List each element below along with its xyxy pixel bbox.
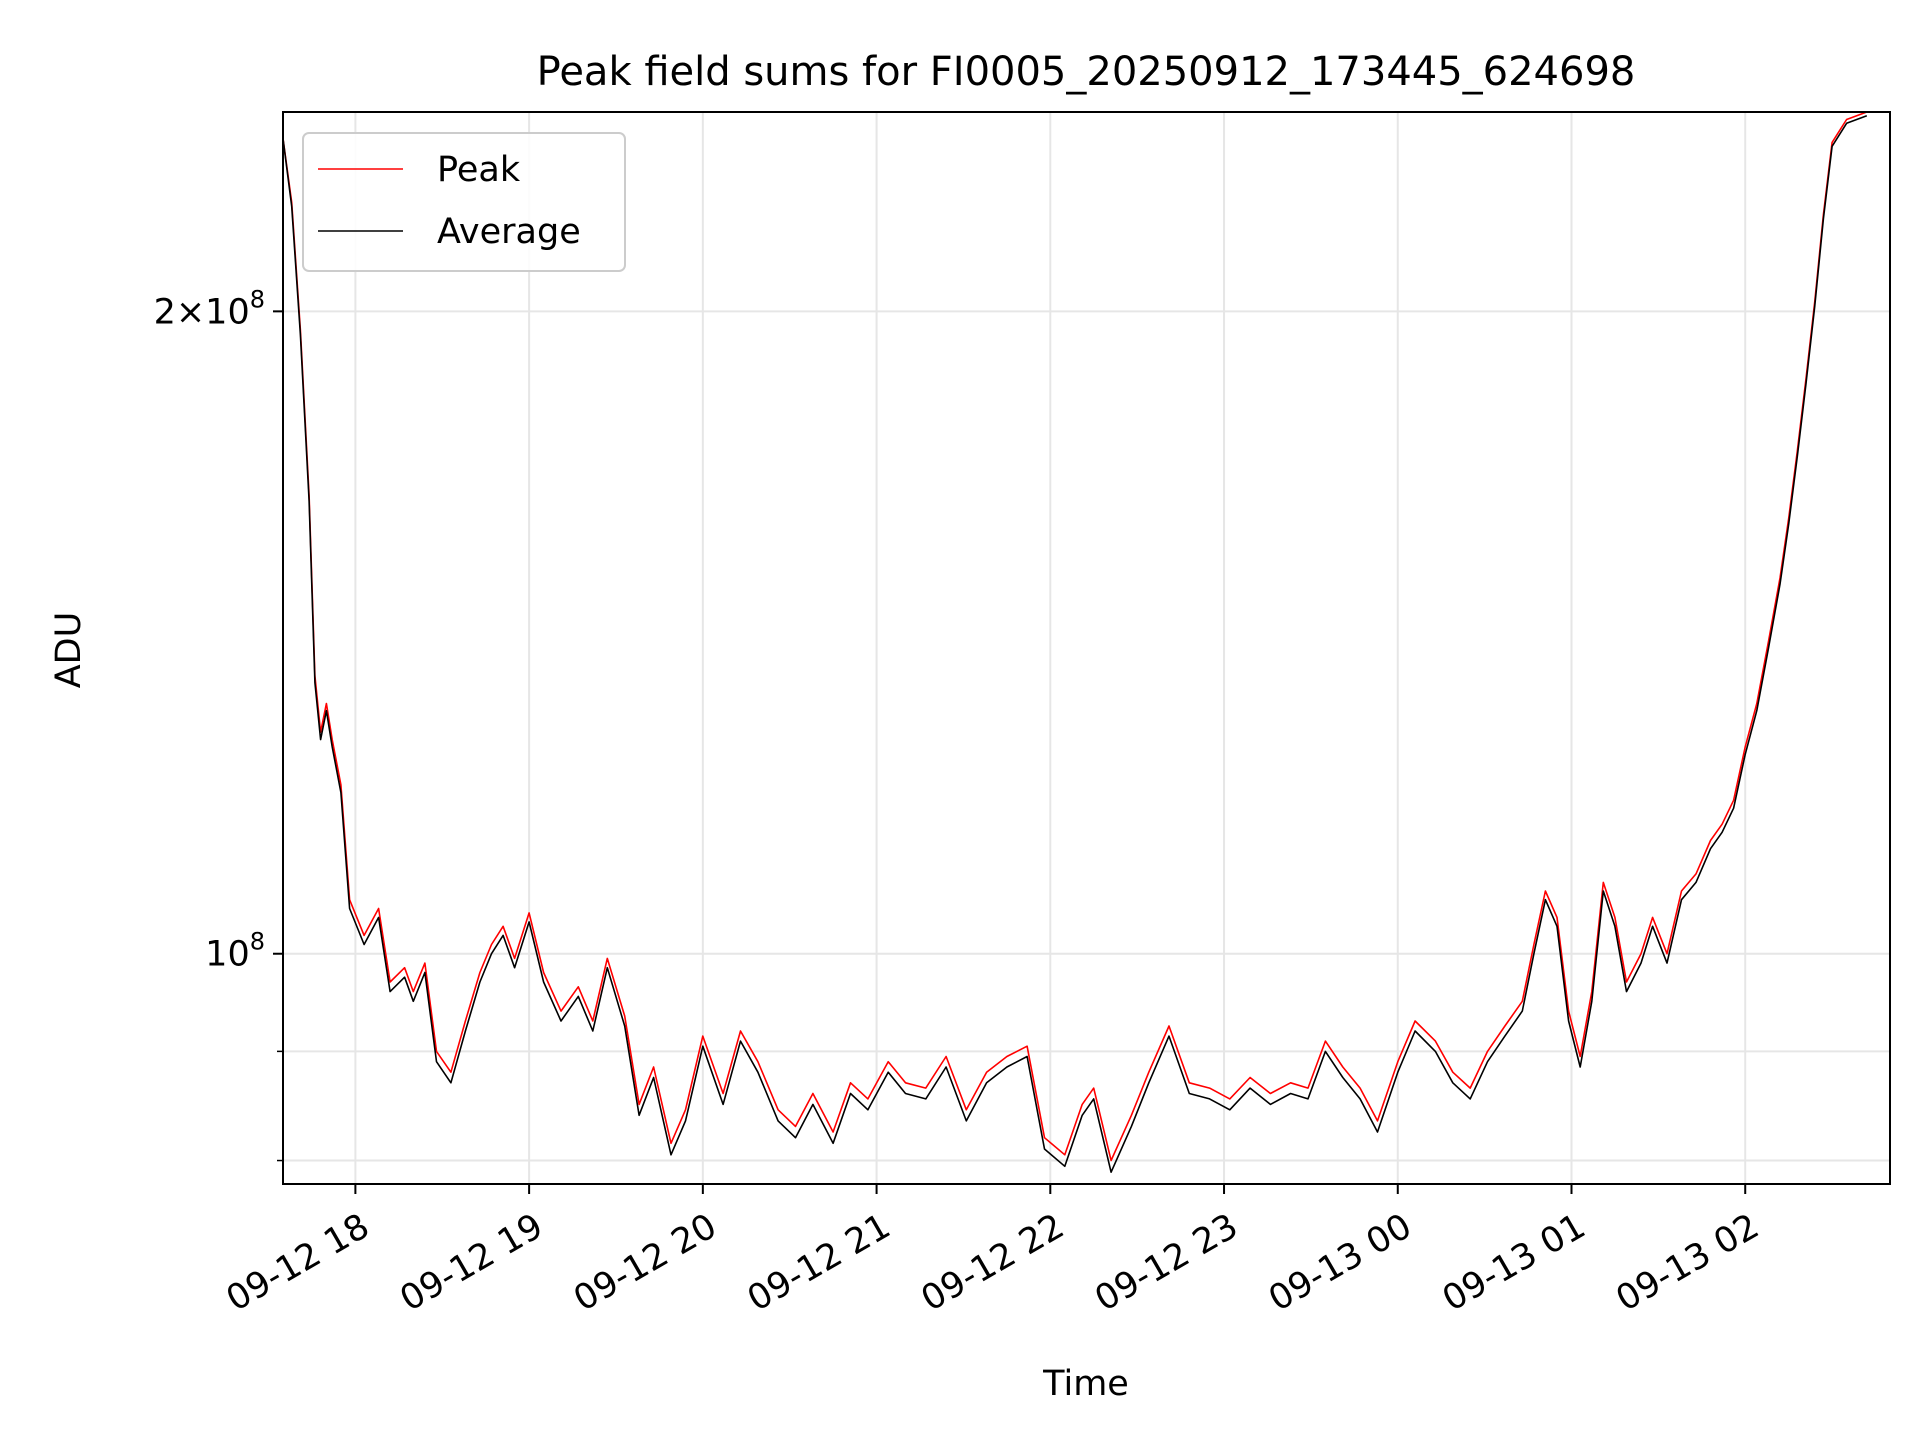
y-axis: 108 2×108 <box>154 285 283 1162</box>
y-tick-label: 2×108 <box>154 285 265 332</box>
legend: Peak Average <box>302 132 626 272</box>
series-layer <box>282 111 1868 1173</box>
legend-box <box>302 132 626 272</box>
x-axis-label: Time <box>1042 1364 1129 1404</box>
chart-title: Peak field sums for FI0005_20250912_1734… <box>537 49 1636 95</box>
plot-frame <box>282 111 1891 1185</box>
y-axis-label: ADU <box>49 612 89 689</box>
series-line-average <box>282 114 1868 1173</box>
legend-label-peak: Peak <box>437 150 521 190</box>
legend-label-average: Average <box>437 212 581 252</box>
y-tick-label: 108 <box>205 928 265 975</box>
grid-layer <box>283 112 1890 1184</box>
series-line-peak <box>282 111 1868 1162</box>
